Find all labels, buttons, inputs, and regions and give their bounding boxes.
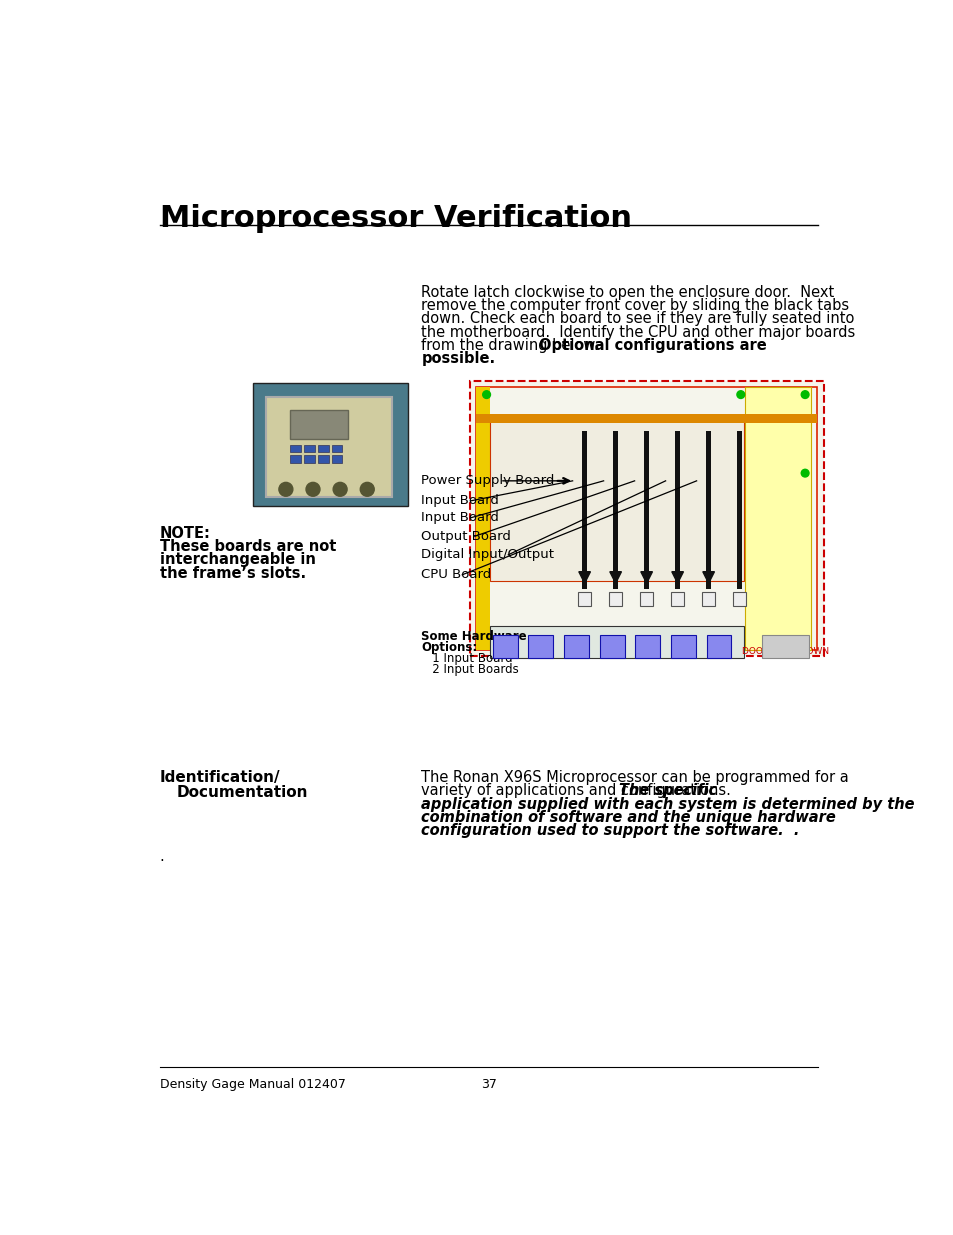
Bar	[612, 431, 618, 589]
Bar	[303, 445, 314, 452]
Text: Options:: Options:	[421, 641, 477, 655]
Bar	[670, 592, 683, 605]
Text: Some Hardware: Some Hardware	[421, 630, 527, 643]
Text: Microprocessor Verification: Microprocessor Verification	[159, 204, 631, 232]
Text: interchangeable in: interchangeable in	[159, 552, 315, 567]
Text: variety of applications and configurations.: variety of applications and configuratio…	[421, 783, 740, 799]
Bar	[732, 592, 745, 605]
Circle shape	[360, 483, 374, 496]
Text: Power Supply Board: Power Supply Board	[421, 474, 555, 488]
Bar	[469, 380, 823, 656]
Bar	[476, 387, 816, 651]
Polygon shape	[640, 572, 652, 583]
Circle shape	[306, 483, 319, 496]
Text: Rotate latch clockwise to open the enclosure door.  Next: Rotate latch clockwise to open the enclo…	[421, 285, 834, 300]
Bar	[489, 416, 743, 580]
Text: Digital Input/Output: Digital Input/Output	[421, 548, 554, 561]
Text: 1 Input Board: 1 Input Board	[421, 652, 513, 664]
Text: Optional configurations are: Optional configurations are	[538, 337, 766, 353]
Bar	[303, 456, 314, 463]
Bar	[476, 387, 489, 651]
Text: NOTE:: NOTE:	[159, 526, 211, 541]
Circle shape	[801, 469, 808, 477]
Text: the frame’s slots.: the frame’s slots.	[159, 566, 305, 580]
Circle shape	[482, 390, 490, 399]
Text: Documentation: Documentation	[176, 785, 308, 800]
Bar	[639, 592, 653, 605]
Bar	[705, 431, 711, 589]
Text: 37: 37	[480, 1078, 497, 1091]
Bar	[317, 456, 328, 463]
Text: the motherboard.  Identify the CPU and other major boards: the motherboard. Identify the CPU and ot…	[421, 325, 855, 340]
Circle shape	[278, 483, 293, 496]
Polygon shape	[578, 572, 590, 583]
Bar	[701, 592, 715, 605]
Bar	[266, 396, 392, 496]
Bar	[736, 431, 741, 589]
Text: Input Board: Input Board	[421, 511, 498, 525]
Bar	[674, 431, 679, 589]
Text: Output Board: Output Board	[421, 530, 511, 542]
Text: These boards are not: These boards are not	[159, 540, 335, 555]
Circle shape	[333, 483, 347, 496]
Polygon shape	[671, 572, 682, 583]
Text: combination of software and the unique hardware: combination of software and the unique h…	[421, 810, 836, 825]
Text: DOOR NOT SHOWN: DOOR NOT SHOWN	[741, 647, 828, 656]
Bar	[670, 635, 695, 658]
Bar	[635, 635, 659, 658]
Bar	[476, 414, 816, 424]
Text: Identification/: Identification/	[159, 771, 280, 785]
Bar	[563, 635, 588, 658]
Text: Input Board: Input Board	[421, 494, 498, 508]
Bar	[581, 431, 587, 589]
Bar	[332, 456, 342, 463]
Bar	[489, 626, 743, 658]
Text: The specific: The specific	[618, 783, 716, 799]
Text: possible.: possible.	[421, 351, 496, 366]
Bar	[290, 410, 348, 440]
Bar	[761, 635, 808, 658]
Circle shape	[736, 390, 744, 399]
Text: down. Check each board to see if they are fully seated into: down. Check each board to see if they ar…	[421, 311, 854, 326]
Bar	[528, 635, 553, 658]
Bar	[493, 635, 517, 658]
Text: 2 Input Boards: 2 Input Boards	[421, 662, 518, 676]
Bar	[290, 456, 300, 463]
Polygon shape	[609, 572, 620, 583]
Bar	[317, 445, 328, 452]
Bar	[332, 445, 342, 452]
Circle shape	[801, 390, 808, 399]
Bar	[253, 383, 407, 506]
Text: The Ronan X96S Microprocessor can be programmed for a: The Ronan X96S Microprocessor can be pro…	[421, 771, 848, 785]
Text: remove the computer front cover by sliding the black tabs: remove the computer front cover by slidi…	[421, 299, 849, 314]
Text: .: .	[159, 848, 164, 864]
Bar	[643, 431, 649, 589]
Text: application supplied with each system is determined by the: application supplied with each system is…	[421, 797, 914, 811]
Bar	[290, 445, 300, 452]
Text: from the drawing below.: from the drawing below.	[421, 337, 603, 353]
Polygon shape	[702, 572, 714, 583]
Bar	[599, 635, 624, 658]
Text: configuration used to support the software.  .: configuration used to support the softwa…	[421, 823, 799, 837]
Text: Density Gage Manual 012407: Density Gage Manual 012407	[159, 1078, 345, 1091]
Bar	[578, 592, 591, 605]
Bar	[706, 635, 731, 658]
Text: CPU Board: CPU Board	[421, 568, 491, 582]
Bar	[608, 592, 621, 605]
Bar	[744, 387, 810, 651]
